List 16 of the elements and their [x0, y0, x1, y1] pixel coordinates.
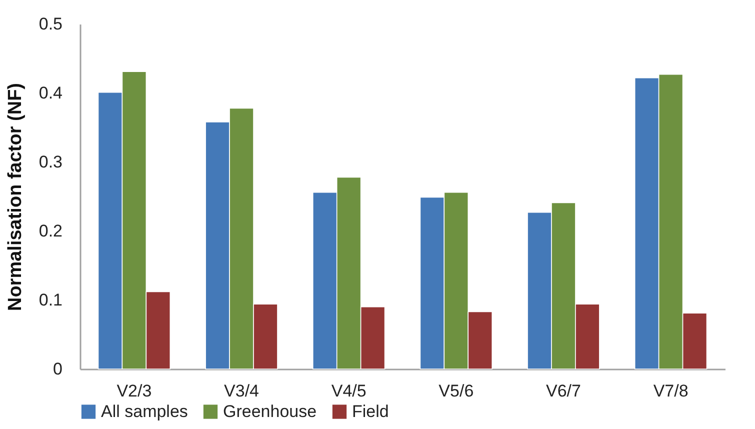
legend-label: Field: [352, 402, 389, 421]
y-tick-label: 0: [53, 360, 62, 378]
y-tick-label: 0.2: [38, 222, 62, 240]
x-tick-label: V4/5: [331, 382, 366, 400]
x-tick-label: V5/6: [438, 382, 474, 400]
y-axis-title: Normalisation factor (NF): [4, 82, 26, 312]
y-tick-label: 0.3: [38, 152, 62, 172]
y-tick-label: 0.5: [38, 14, 62, 34]
y-tick-label: 0.4: [38, 84, 62, 102]
legend-label: All samples: [101, 402, 188, 421]
legend-label: Greenhouse: [223, 402, 317, 421]
x-tick-label: V7/8: [653, 382, 688, 400]
x-tick-label: V2/3: [116, 382, 152, 400]
x-tick-label: V6/7: [546, 382, 581, 400]
y-tick-label: 0.1: [38, 290, 62, 310]
x-tick-label: V3/4: [224, 382, 260, 400]
